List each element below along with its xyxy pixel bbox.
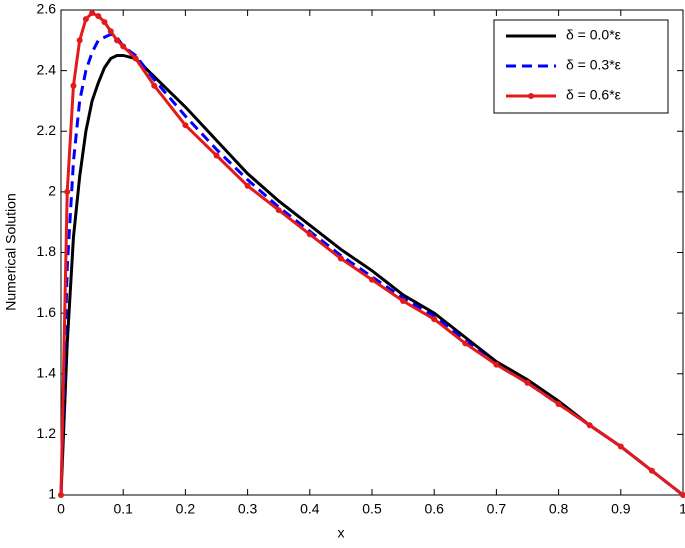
point	[648, 467, 655, 474]
x-tick-label: 0.7	[487, 501, 507, 517]
legend-marker	[528, 93, 534, 99]
legend-label: δ = 0.6*ε	[566, 87, 621, 103]
y-tick-label: 2.2	[37, 122, 57, 138]
x-tick-label: 0.6	[424, 501, 444, 517]
point	[306, 231, 313, 238]
point	[120, 43, 127, 50]
x-tick-label: 0.1	[113, 501, 133, 517]
x-tick-label: 1	[679, 501, 685, 517]
point	[76, 37, 83, 44]
point	[493, 361, 500, 368]
point	[107, 28, 114, 35]
x-tick-label: 0.5	[362, 501, 382, 517]
y-tick-label: 1.4	[37, 364, 57, 380]
y-tick-label: 2.6	[37, 1, 57, 17]
point	[400, 298, 407, 304]
point	[64, 188, 71, 195]
point	[132, 55, 139, 62]
y-tick-label: 1.6	[37, 304, 57, 320]
point	[617, 443, 624, 450]
y-axis-label: Numerical Solution	[3, 193, 19, 311]
legend-label: δ = 0.3*ε	[566, 57, 621, 73]
point	[244, 182, 251, 189]
x-tick-label: 0.8	[549, 501, 569, 517]
y-tick-label: 2.4	[37, 61, 57, 77]
y-tick-label: 2	[48, 183, 56, 199]
point	[431, 316, 438, 323]
series-line	[59, 53, 684, 497]
x-tick-label: 0.9	[611, 501, 631, 517]
x-tick-label: 0.2	[176, 501, 196, 517]
x-tick-label: 0.4	[300, 501, 320, 517]
y-tick-label: 1	[48, 486, 56, 502]
point	[275, 207, 282, 214]
y-tick-label: 1.8	[37, 243, 57, 259]
point	[95, 13, 102, 20]
point	[555, 401, 562, 408]
point	[462, 340, 469, 347]
point	[58, 492, 64, 498]
point	[369, 276, 375, 283]
x-tick-label: 0	[57, 501, 65, 517]
y-tick-label: 1.2	[37, 425, 57, 441]
point	[680, 492, 685, 498]
point	[524, 379, 531, 386]
legend-label: δ = 0.0*ε	[566, 27, 621, 43]
point	[182, 122, 189, 129]
point	[101, 19, 108, 26]
point	[82, 16, 89, 23]
point	[151, 82, 158, 89]
point	[213, 152, 220, 159]
point	[89, 10, 96, 17]
point	[586, 422, 593, 429]
point	[70, 82, 77, 89]
point	[337, 255, 344, 262]
x-axis-label: x	[338, 525, 345, 541]
point	[113, 37, 120, 44]
x-tick-label: 0.3	[238, 501, 258, 517]
